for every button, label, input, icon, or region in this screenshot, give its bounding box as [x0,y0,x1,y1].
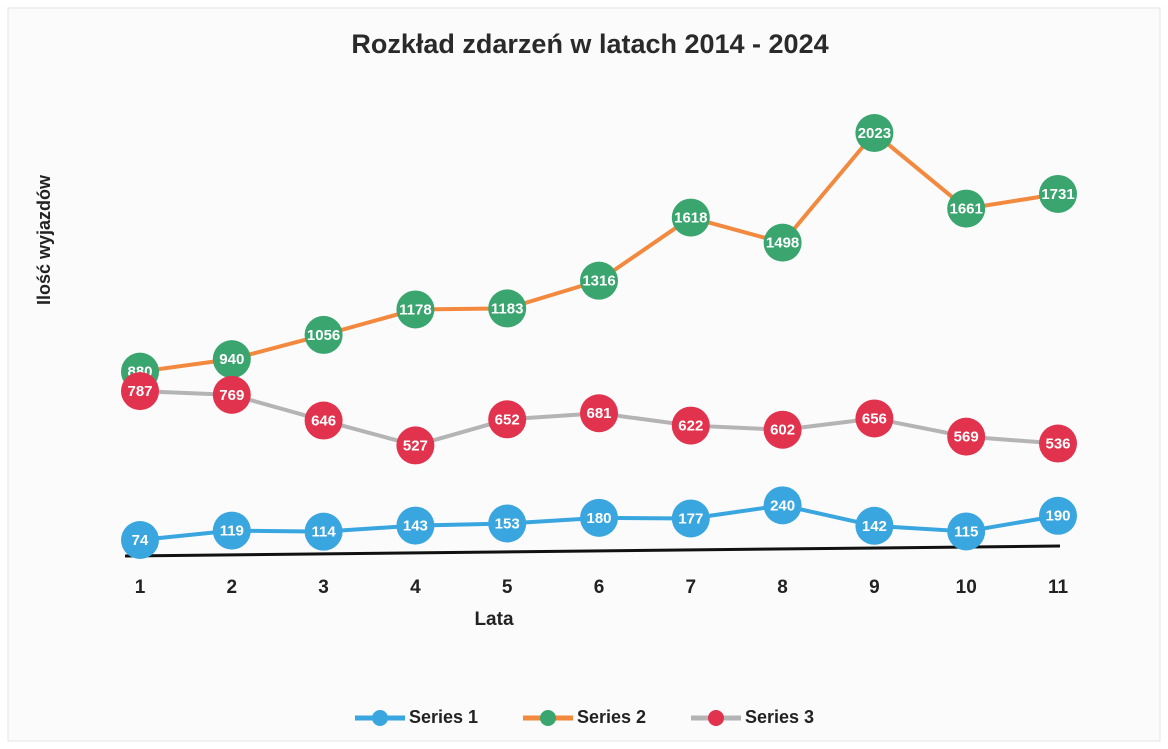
data-label: 74 [132,532,149,549]
data-label: 190 [1045,508,1070,525]
point-marker [396,290,435,329]
data-label: 602 [770,422,795,439]
data-label: 787 [127,383,152,400]
chart-background [7,7,1161,742]
data-label: 1056 [307,327,340,344]
data-label: 622 [678,418,703,435]
x-axis-title: Lata [474,609,514,630]
x-axis-line [124,544,1061,558]
point-marker [855,399,894,438]
x-tick-label: 10 [956,577,977,598]
data-label: 2023 [858,125,891,142]
data-label: 142 [862,518,887,535]
x-tick-label: 7 [686,577,697,598]
y-axis-title: Ilość wyjazdów [34,174,54,305]
point-marker [121,521,159,559]
legend-label: Series 2 [577,707,646,727]
point-marker [488,400,527,439]
point-marker [580,498,618,537]
point-marker [947,189,986,228]
x-tick-label: 8 [777,577,788,598]
legend-marker [708,710,724,726]
point-marker [212,511,251,550]
data-label: 114 [311,524,336,541]
legend-marker [540,710,556,726]
point-marker [396,506,435,545]
legend-label: Series 3 [745,707,814,727]
data-label: 240 [770,497,795,514]
x-tick-label: 9 [869,577,880,598]
data-label: 646 [311,413,336,430]
x-tick-label: 5 [502,577,513,598]
data-label: 1316 [582,273,615,290]
point-marker [212,340,251,379]
point-marker [763,410,802,449]
point-marker [947,512,986,551]
data-label: 940 [219,351,244,368]
data-label: 769 [219,387,244,404]
point-marker [1039,174,1077,213]
data-label: 656 [862,410,887,427]
point-marker [304,401,343,440]
legend-marker [372,710,388,726]
data-label: 569 [954,429,979,446]
data-label: 1178 [399,301,432,318]
data-label: 119 [220,523,244,540]
point-marker [763,486,802,525]
x-tick-label: 3 [318,577,329,598]
point-marker [304,512,343,551]
x-tick-label: 6 [594,577,605,598]
point-marker [763,223,802,262]
data-label: 652 [495,411,520,428]
point-marker [671,198,710,237]
point-marker [488,504,527,543]
x-tick-label: 1 [135,577,146,598]
legend-label: Series 1 [409,707,478,727]
point-marker [947,417,986,456]
chart-title: Rozkład zdarzeń w latach 2014 - 2024 [351,29,828,59]
data-label: 115 [954,523,978,540]
data-label: 527 [403,437,428,454]
x-tick-label: 11 [1048,577,1069,598]
data-label: 143 [403,518,428,535]
point-marker [671,406,710,445]
data-label: 1183 [491,300,524,317]
point-marker [580,394,618,433]
x-tick-label: 4 [410,577,421,598]
data-label: 1661 [950,201,983,218]
point-marker [121,372,159,411]
point-marker [855,114,894,152]
data-label: 1498 [766,235,799,252]
x-tick-label: 2 [227,577,238,598]
point-marker [1039,424,1077,463]
point-marker [488,289,527,328]
point-marker [212,375,251,414]
point-marker [304,315,343,354]
data-label: 153 [495,515,520,532]
point-marker [580,261,618,300]
point-marker [396,426,435,465]
data-label: 1731 [1041,186,1074,203]
point-marker [1039,496,1077,535]
data-label: 177 [678,510,703,527]
data-label: 536 [1045,435,1070,452]
data-label: 180 [586,510,611,527]
point-marker [671,499,710,538]
data-label: 1618 [674,210,707,227]
point-marker [855,506,894,545]
data-label: 681 [586,405,611,422]
